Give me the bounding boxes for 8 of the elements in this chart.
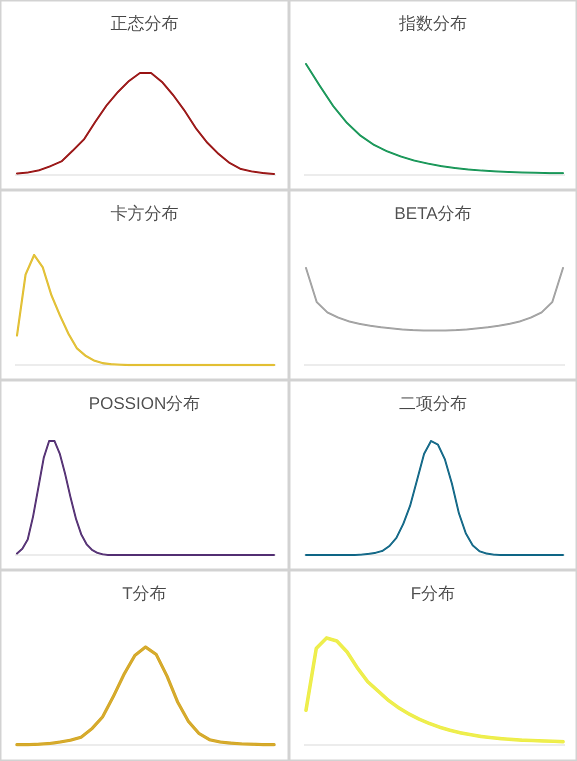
title: POSSION分布 xyxy=(88,394,200,413)
title: 二项分布 xyxy=(399,394,467,413)
title: T分布 xyxy=(122,584,167,603)
title: 卡方分布 xyxy=(110,204,178,223)
title: F分布 xyxy=(410,584,456,603)
title: 指数分布 xyxy=(399,14,467,33)
title: 正态分布 xyxy=(110,14,178,33)
title: BETA分布 xyxy=(394,204,472,223)
